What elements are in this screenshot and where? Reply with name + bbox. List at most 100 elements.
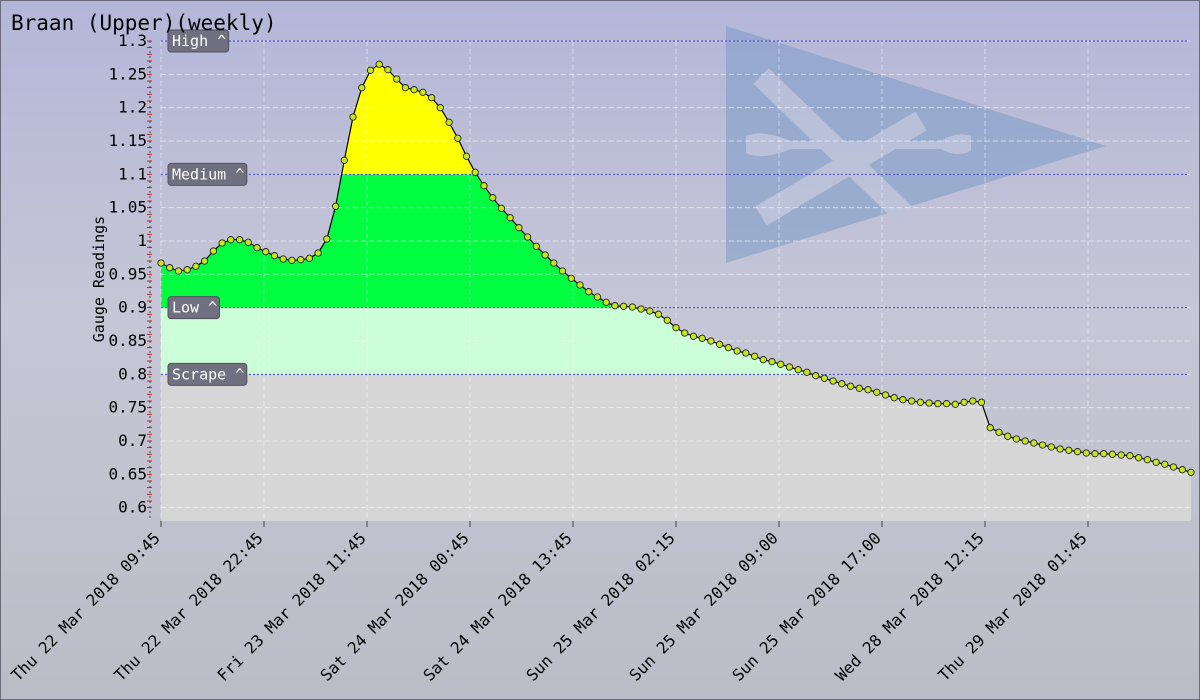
data-point — [1065, 446, 1073, 454]
data-point — [515, 224, 523, 232]
data-point — [873, 388, 881, 396]
y-tick-label: 0.6 — [118, 498, 147, 517]
axes — [147, 40, 152, 521]
y-tick-label: 0.9 — [118, 298, 147, 317]
y-tick-label: 0.7 — [118, 431, 147, 450]
data-point — [637, 305, 645, 313]
data-point — [1143, 456, 1152, 464]
data-point — [218, 239, 226, 247]
data-point — [209, 247, 218, 255]
data-point — [462, 152, 471, 160]
data-point — [672, 324, 680, 332]
level-label: Low ^ — [172, 299, 217, 317]
level-label-box — [167, 162, 248, 186]
data-point — [890, 394, 898, 402]
data-point — [1169, 463, 1178, 471]
data-point — [899, 396, 907, 404]
y-tick-label: 1.05 — [108, 198, 147, 217]
level-label: Medium ^ — [172, 165, 244, 183]
band-high — [341, 64, 477, 175]
data-point — [838, 380, 846, 388]
data-point — [934, 400, 942, 408]
data-point — [314, 249, 322, 257]
data-point — [908, 397, 916, 405]
data-point — [855, 384, 863, 392]
data-point — [1021, 437, 1029, 445]
data-point — [977, 398, 986, 406]
y-tick-label: 0.95 — [108, 264, 147, 283]
data-point — [445, 118, 453, 126]
data-point — [995, 428, 1003, 436]
band-low — [161, 307, 813, 375]
y-axis-label: Gauge Readings — [90, 216, 108, 342]
data-point — [454, 134, 462, 142]
data-point — [803, 368, 811, 376]
data-point — [1152, 458, 1160, 466]
data-point — [253, 244, 261, 252]
data-point — [619, 302, 628, 310]
data-point — [323, 235, 331, 243]
data-point — [200, 257, 209, 265]
y-tick-label: 1.1 — [118, 164, 147, 183]
data-point — [541, 251, 549, 259]
data-point — [1126, 452, 1134, 460]
y-tick-label: 0.85 — [108, 331, 147, 350]
data-point — [410, 86, 418, 94]
data-point — [235, 236, 244, 244]
data-point — [628, 303, 637, 311]
data-point — [436, 104, 444, 112]
data-point — [532, 242, 540, 250]
data-point — [489, 194, 497, 202]
y-tick-label: 1.3 — [118, 31, 147, 50]
data-point — [698, 334, 706, 342]
y-tick-label: 1 — [137, 231, 147, 250]
data-point — [1187, 468, 1195, 476]
data-point — [270, 252, 279, 260]
data-point — [157, 259, 165, 267]
data-point — [558, 267, 567, 275]
data-point — [742, 349, 750, 357]
data-point — [794, 366, 802, 374]
data-point — [846, 382, 855, 390]
data-point — [654, 310, 663, 318]
data-point — [262, 248, 270, 256]
level-label-box — [167, 296, 220, 320]
data-points — [157, 60, 1195, 476]
data-point — [942, 400, 951, 408]
data-point — [864, 386, 872, 394]
data-point — [340, 156, 348, 164]
data-point — [358, 84, 366, 92]
band-scrape — [161, 374, 1191, 521]
data-point — [480, 182, 488, 190]
data-point — [881, 391, 890, 399]
level-labels: High ^ Medium ^ Low ^ Scrape ^ — [167, 29, 248, 386]
data-point — [960, 398, 968, 406]
y-tick-label: 0.65 — [108, 464, 147, 483]
data-point — [576, 281, 584, 289]
data-point — [1004, 432, 1012, 440]
y-tick-label: 1.25 — [108, 64, 147, 83]
data-point — [1082, 449, 1090, 457]
data-point — [183, 266, 191, 274]
data-point — [585, 288, 593, 296]
data-point — [331, 202, 340, 210]
data-point — [646, 307, 654, 315]
data-point — [427, 94, 436, 102]
data-point — [969, 397, 977, 405]
y-tick-label: 1.15 — [108, 131, 147, 150]
data-point — [1047, 443, 1055, 451]
data-point — [663, 316, 671, 324]
data-point — [506, 214, 514, 222]
data-point — [925, 399, 933, 407]
data-point — [1134, 454, 1143, 462]
data-point — [401, 84, 410, 92]
level-label: High ^ — [172, 32, 226, 50]
data-point — [951, 400, 959, 408]
data-point — [497, 204, 506, 212]
data-point — [297, 256, 305, 264]
y-tick-label: 0.75 — [108, 398, 147, 417]
y-tick-label: 0.8 — [118, 364, 147, 383]
data-point — [1038, 441, 1047, 449]
data-point — [1161, 460, 1169, 468]
